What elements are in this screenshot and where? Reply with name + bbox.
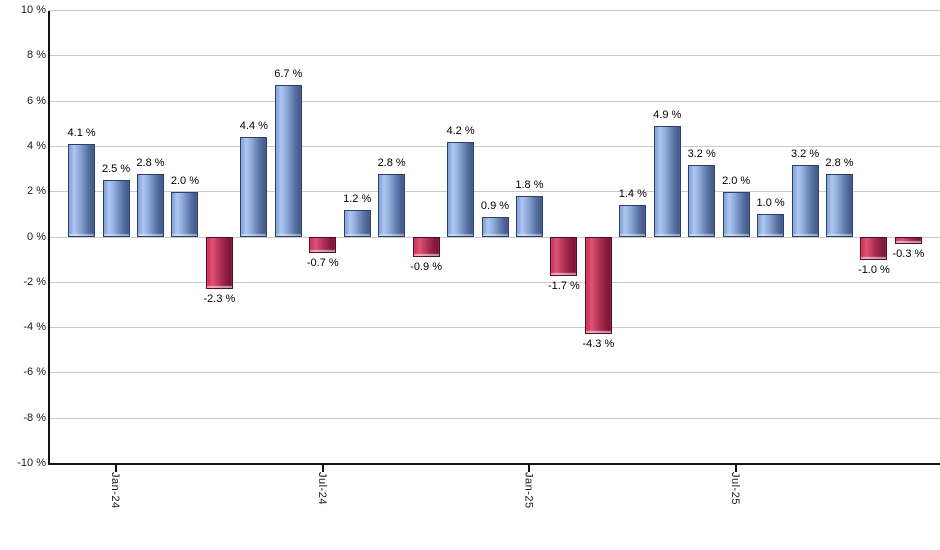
- y-axis-tick-label: 0 %: [27, 230, 46, 243]
- bar-value-label: 1.4 %: [618, 188, 647, 201]
- bar-positive: [343, 209, 371, 237]
- bar-value-label: -0.3 %: [892, 247, 925, 260]
- bar-value-label: 2.8 %: [825, 156, 854, 169]
- bar-positive: [757, 214, 785, 237]
- y-axis-tick-label: -2 %: [23, 275, 46, 288]
- gridline: [48, 281, 940, 283]
- bar-value-label: -2.3 %: [203, 293, 236, 306]
- bar-value-label: -1.0 %: [858, 263, 890, 276]
- bar-negative: [309, 237, 337, 253]
- gridline: [48, 100, 940, 102]
- bar-value-label: 4.1 %: [67, 127, 96, 140]
- bar-value-label: 4.4 %: [239, 120, 268, 133]
- y-axis-tick-label: 8 %: [27, 49, 46, 62]
- bar-value-label: 4.2 %: [446, 124, 475, 137]
- x-axis-tick-label: Jan-24: [109, 472, 122, 509]
- gridline: [48, 55, 940, 57]
- bar-value-label: 2.8 %: [136, 156, 165, 169]
- y-axis-tick-label: 10 %: [20, 4, 46, 16]
- gridline: [48, 236, 940, 238]
- bar-value-label: 3.2 %: [687, 147, 716, 160]
- bar-negative: [205, 237, 233, 290]
- bar-negative: [860, 237, 888, 260]
- bar-value-label: -4.3 %: [582, 338, 615, 351]
- bar-negative: [894, 237, 922, 244]
- x-axis-tick: [115, 462, 118, 472]
- gridline: [48, 417, 940, 419]
- bar-positive: [722, 191, 750, 237]
- bar-value-label: 2.0 %: [170, 174, 199, 187]
- x-axis-tick-label: Jul-24: [315, 472, 328, 505]
- x-axis-tick-label: Jul-25: [729, 472, 742, 505]
- bar-positive: [791, 164, 819, 237]
- bar-positive: [653, 126, 681, 237]
- bar-value-label: 0.9 %: [480, 199, 510, 212]
- gridline: [48, 191, 940, 193]
- bar-positive: [481, 216, 509, 237]
- bar-positive: [274, 85, 302, 237]
- bar-positive: [619, 205, 647, 237]
- y-axis-tick-label: -4 %: [23, 321, 46, 334]
- x-axis-tick-label: Jan-25: [522, 472, 535, 509]
- x-axis-tick: [528, 462, 531, 472]
- y-axis-tick-label: 4 %: [27, 139, 46, 152]
- bar-positive: [515, 196, 543, 237]
- y-axis-tick-label: 6 %: [27, 94, 46, 107]
- bar-positive: [68, 144, 96, 237]
- bar-negative: [584, 237, 612, 335]
- bar-positive: [378, 173, 406, 237]
- bar-value-label: 3.2 %: [790, 147, 820, 160]
- bar-value-label: 1.8 %: [515, 179, 544, 192]
- y-axis-tick-label: -8 %: [23, 411, 46, 424]
- bar-value-label: 2.5 %: [101, 163, 131, 176]
- bar-value-label: -1.7 %: [547, 279, 580, 292]
- bar-positive: [102, 180, 130, 237]
- gridline: [48, 327, 940, 329]
- bar-value-label: 1.2 %: [343, 192, 372, 205]
- gridline: [48, 10, 940, 11]
- bar-value-label: 4.9 %: [653, 109, 682, 121]
- gridline: [48, 145, 940, 147]
- x-axis-line: [48, 462, 940, 465]
- bar-value-label: 6.7 %: [274, 68, 303, 81]
- y-axis-tick-label: -10 %: [17, 457, 46, 469]
- bar-value-label: -0.9 %: [410, 261, 442, 274]
- bar-negative: [412, 237, 440, 258]
- bar-positive: [171, 191, 199, 237]
- bar-value-label: 2.0 %: [722, 174, 751, 187]
- y-axis-tick-label: 2 %: [27, 185, 46, 198]
- bar-positive: [688, 164, 716, 237]
- bar-positive: [447, 141, 475, 237]
- bar-value-label: 1.0 %: [756, 197, 785, 210]
- bar-value-label: 2.8 %: [377, 156, 406, 169]
- bar-positive: [240, 137, 268, 237]
- bar-positive: [826, 173, 853, 237]
- y-axis-tick-label: -6 %: [23, 366, 46, 379]
- gridline: [48, 372, 940, 374]
- bar-positive: [137, 173, 164, 237]
- x-axis-tick: [735, 462, 738, 472]
- bar-value-label: -0.7 %: [306, 256, 339, 269]
- y-axis-line: [48, 10, 50, 465]
- x-axis-tick: [321, 462, 324, 472]
- bar-negative: [550, 237, 578, 276]
